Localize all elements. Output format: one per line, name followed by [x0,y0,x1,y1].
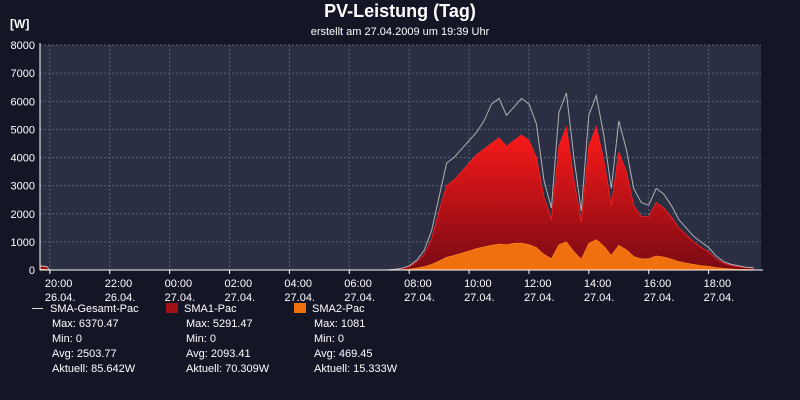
legend-max: Max: 6370.47 [52,318,119,330]
y-tick-label: 7000 [11,68,35,80]
x-tick-date-label: 26.04. [105,292,136,304]
legend-entry-sma2: SMA2-Pac Max: 1081 Min: 0 Avg: 469.45 Ak… [294,302,397,377]
legend-min: Min: 0 [52,333,82,345]
y-tick-label: 2000 [11,209,35,221]
legend-current: Aktuell: 70.309W [186,363,270,375]
x-tick-time-label: 16:00 [644,278,672,290]
y-tick-label: 6000 [11,96,35,108]
y-tick-label: 4000 [11,153,35,165]
orange-swatch-icon [294,303,306,313]
axes: 0 1000 2000 3000 4000 5000 6000 7000 8000 20:00 26… [11,40,763,304]
chart-title: PV-Leistung (Tag) [324,1,476,21]
x-tick-time-label: 04:00 [284,278,312,290]
y-tick-label: 3000 [11,181,35,193]
dark-red-swatch-icon [166,303,178,313]
legend-current: Aktuell: 85.642W [52,363,136,375]
x-tick-date-label: 27.04. [284,292,315,304]
x-tick-date-label: 27.04. [404,292,435,304]
legend-avg: Avg: 469.45 [314,348,373,360]
legend-entry-sma1: SMA1-Pac Max: 5291.47 Min: 0 Avg: 2093.4… [166,302,269,377]
legend-entry-sma-gesamt: SMA-Gesamt-Pac Max: 6370.47 Min: 0 Avg: … [32,302,139,377]
x-tick-date-label: 27.04. [344,292,375,304]
x-tick-date-label: 27.04. [704,292,735,304]
sma1-pac-area [39,125,754,271]
gray-line-swatch-icon [32,308,43,309]
x-tick-time-label: 22:00 [105,278,133,290]
x-tick-date-label: 27.04. [644,292,675,304]
sma-gesamt-pac-line [39,92,754,271]
x-tick-date-label: 27.04. [464,292,495,304]
x-tick-time-label: 02:00 [225,278,253,290]
x-tick-time-label: 00:00 [165,278,193,290]
legend-max: Max: 1081 [314,318,366,330]
x-tick-date-label: 27.04. [165,292,196,304]
y-tick-label: 5000 [11,124,35,136]
y-tick-label: 0 [29,265,35,277]
chart-subtitle: erstellt am 27.04.2009 um 19:39 Uhr [310,26,490,38]
series-layer [39,92,754,271]
y-tick-label: 1000 [11,237,35,249]
legend-label: SMA2-Pac [312,303,365,315]
x-tick-date-label: 27.04. [524,292,555,304]
legend-min: Min: 0 [186,333,216,345]
legend-max: Max: 5291.47 [186,318,253,330]
legend-label: SMA1-Pac [184,303,237,315]
x-tick-date-label: 26.04. [45,292,76,304]
x-tick-time-label: 08:00 [404,278,432,290]
x-tick-time-label: 20:00 [45,278,73,290]
y-axis-unit: [W] [10,17,30,31]
y-tick-label: 8000 [11,40,35,52]
sma2-pac-area [39,239,754,271]
legend-min: Min: 0 [314,333,344,345]
x-tick-time-label: 18:00 [704,278,732,290]
legend-avg: Avg: 2093.41 [186,348,251,360]
legend-current: Aktuell: 15.333W [314,363,398,375]
legend-avg: Avg: 2503.77 [52,348,117,360]
x-tick-time-label: 06:00 [344,278,372,290]
x-tick-time-label: 10:00 [464,278,492,290]
x-tick-time-label: 14:00 [584,278,612,290]
x-tick-date-label: 27.04. [225,292,256,304]
legend-label: SMA-Gesamt-Pac [50,303,139,315]
x-tick-date-label: 27.04. [584,292,615,304]
x-tick-time-label: 12:00 [524,278,552,290]
